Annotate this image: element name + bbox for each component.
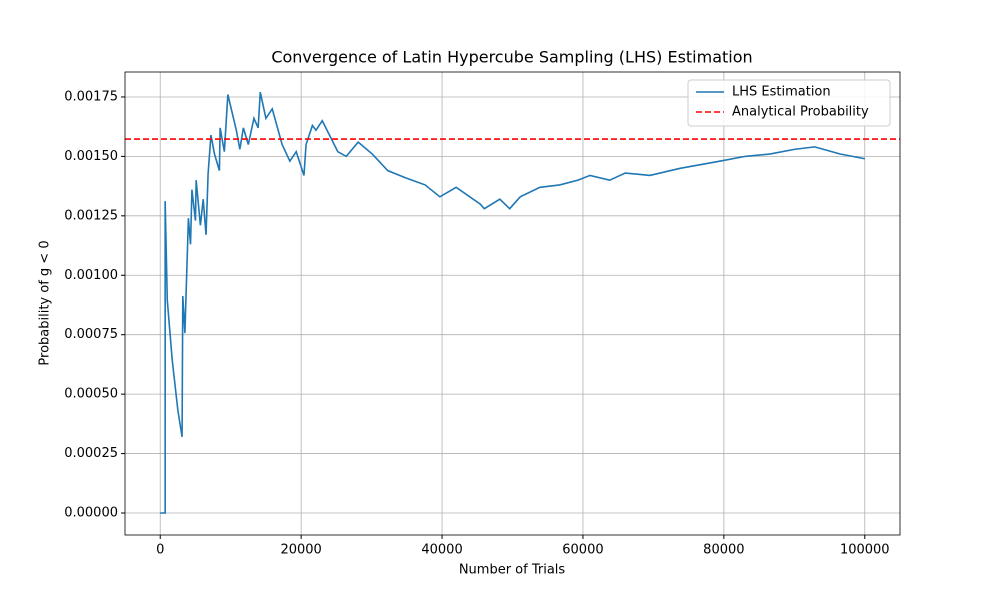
y-tick-label: 0.00075 [64, 327, 118, 342]
x-tick-label: 0 [156, 543, 164, 558]
y-tick-label: 0.00150 [64, 149, 118, 164]
y-tick-label: 0.00025 [64, 446, 118, 461]
x-tick-label: 100000 [840, 543, 890, 558]
chart-title: Convergence of Latin Hypercube Sampling … [271, 48, 752, 67]
x-tick-label: 20000 [280, 543, 321, 558]
y-axis-label: Probability of g < 0 [38, 240, 53, 365]
y-tick-label: 0.00125 [64, 208, 118, 223]
x-axis-label: Number of Trials [459, 563, 566, 578]
legend-label: Analytical Probability [732, 105, 869, 120]
x-tick-label: 60000 [562, 543, 603, 558]
y-tick-label: 0.00175 [64, 89, 118, 104]
y-tick-label: 0.00050 [64, 387, 118, 402]
y-tick-label: 0.00000 [64, 506, 118, 521]
legend-label: LHS Estimation [732, 85, 831, 100]
data-line [160, 92, 865, 514]
legend-box [687, 79, 891, 127]
x-tick-label: 40000 [421, 543, 462, 558]
plot-frame [124, 71, 901, 536]
x-tick-label: 80000 [703, 543, 744, 558]
y-tick-label: 0.00100 [64, 268, 118, 283]
